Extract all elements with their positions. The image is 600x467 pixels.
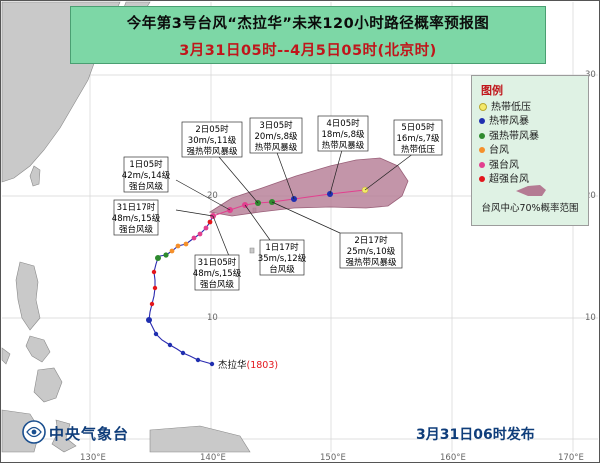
mindanao-land bbox=[33, 367, 63, 403]
lat-label-10-right: 10 bbox=[585, 313, 596, 323]
visayas-land bbox=[25, 335, 51, 363]
legend-item-typhoon: 台风 bbox=[472, 144, 588, 158]
legend-item-tropical-storm: 热带风暴 bbox=[472, 115, 588, 129]
svg-text:3日05时: 3日05时 bbox=[259, 120, 293, 131]
svg-text:1日17时: 1日17时 bbox=[265, 242, 299, 253]
title-box: 今年第3号台风“杰拉华”未来120小时路径概率预报图 3月31日05时--4月5… bbox=[70, 6, 546, 64]
green-dot-icon bbox=[479, 132, 485, 139]
pink-dot-icon bbox=[479, 161, 485, 168]
legend-probability-label: 台风中心70%概率范围 bbox=[481, 203, 579, 214]
legend-item-severe-tropical-storm: 强热带风暴 bbox=[472, 130, 588, 144]
label-leaders bbox=[175, 149, 419, 257]
palawan-land bbox=[1, 347, 11, 365]
svg-text:31日05时: 31日05时 bbox=[198, 257, 237, 268]
svg-text:20m/s,8级: 20m/s,8级 bbox=[255, 131, 298, 142]
storm-name-label: 杰拉华(1803) bbox=[218, 359, 278, 371]
agency-name: 中央气象台 bbox=[49, 425, 130, 443]
cma-logo-icon bbox=[22, 420, 46, 444]
svg-text:强台风级: 强台风级 bbox=[119, 224, 154, 235]
svg-text:强热带风暴级: 强热带风暴级 bbox=[186, 146, 238, 157]
svg-text:48m/s,15级: 48m/s,15级 bbox=[112, 213, 161, 224]
lat-label-20-right: 20 bbox=[585, 191, 596, 201]
red-dot-icon bbox=[479, 175, 485, 182]
lat-axis-labels: 10 20 20 30 10 bbox=[207, 70, 596, 323]
lon-label-160: 160°E bbox=[440, 453, 466, 463]
svg-text:16m/s,7级: 16m/s,7级 bbox=[397, 133, 440, 144]
svg-text:35m/s,12级: 35m/s,12级 bbox=[258, 253, 307, 264]
lat-label-10: 10 bbox=[207, 313, 218, 323]
svg-text:30m/s,11级: 30m/s,11级 bbox=[188, 135, 237, 146]
legend-item-tropical-depression: 热带低压 bbox=[472, 101, 588, 115]
forecast-label-5d05: 5日05时 16m/s,7级 热带低压 bbox=[393, 119, 443, 156]
lon-axis-labels: 130°E 140°E 150°E 160°E 170°E bbox=[80, 453, 584, 463]
release-time: 3月31日06时发布 bbox=[416, 427, 535, 443]
map-title: 今年第3号台风“杰拉华”未来120小时路径概率预报图 bbox=[126, 16, 490, 32]
forecast-label-31d05: 31日05时 48m/s,15级 强台风级 bbox=[193, 254, 242, 291]
lon-label-130: 130°E bbox=[80, 453, 106, 463]
past-track-points bbox=[146, 219, 215, 367]
svg-text:1日05时: 1日05时 bbox=[129, 159, 163, 170]
legend-title: 图例 bbox=[481, 84, 503, 97]
svg-text:强台风级: 强台风级 bbox=[200, 279, 235, 290]
lat-label-30-right: 30 bbox=[585, 70, 596, 80]
forecast-label-31d17: 31日17时 48m/s,15级 强台风级 bbox=[112, 199, 161, 236]
luzon-land bbox=[15, 261, 41, 331]
legend-item-super-typhoon: 超强台风 bbox=[472, 173, 588, 187]
forecast-label-3d05: 3日05时 20m/s,8级 热带风暴级 bbox=[249, 117, 303, 154]
svg-text:强热带风暴级: 强热带风暴级 bbox=[345, 257, 397, 268]
svg-text:热带风暴级: 热带风暴级 bbox=[322, 140, 365, 151]
sulawesi-land bbox=[51, 419, 77, 453]
svg-text:台风级: 台风级 bbox=[269, 264, 295, 275]
forecast-label-1d17: 1日17时 35m/s,12级 台风级 bbox=[258, 239, 307, 276]
svg-text:25m/s,10级: 25m/s,10级 bbox=[347, 246, 396, 257]
legend: 图例 热带低压 热带风暴 强热带风暴 台风 强台风 超强台风 台风中心70%概率… bbox=[471, 75, 589, 226]
forecast-label-1d05: 1日05时 42m/s,14级 强台风级 bbox=[122, 156, 171, 193]
svg-text:31日17时: 31日17时 bbox=[117, 202, 156, 213]
svg-text:48m/s,15级: 48m/s,15级 bbox=[193, 268, 242, 279]
map-time-range: 3月31日05时--4月5日05时(北京时) bbox=[179, 43, 437, 59]
svg-text:2日05时: 2日05时 bbox=[195, 124, 229, 135]
new-guinea-land bbox=[149, 425, 251, 453]
blue-dot-icon bbox=[479, 118, 485, 125]
svg-text:强台风级: 强台风级 bbox=[129, 181, 164, 192]
lon-label-140: 140°E bbox=[200, 453, 226, 463]
svg-text:18m/s,8级: 18m/s,8级 bbox=[322, 129, 365, 140]
lon-label-170: 170°E bbox=[558, 453, 584, 463]
lon-label-150: 150°E bbox=[320, 453, 346, 463]
orange-dot-icon bbox=[479, 147, 485, 154]
forecast-label-2d17: 2日17时 25m/s,10级 强热带风暴级 bbox=[339, 232, 403, 269]
svg-text:2日17时: 2日17时 bbox=[354, 235, 388, 246]
svg-text:5日05时: 5日05时 bbox=[401, 122, 435, 133]
legend-item-severe-typhoon: 强台风 bbox=[472, 159, 588, 173]
svg-text:42m/s,14级: 42m/s,14级 bbox=[122, 170, 171, 181]
svg-text:热带风暴级: 热带风暴级 bbox=[255, 142, 298, 153]
svg-text:热带低压: 热带低压 bbox=[401, 144, 436, 155]
taiwan-land bbox=[29, 165, 41, 187]
lat-label-20: 20 bbox=[207, 191, 218, 201]
guam-island bbox=[249, 247, 255, 254]
probability-swatch-icon bbox=[516, 185, 546, 196]
forecast-label-2d05: 2日05时 30m/s,11级 强热带风暴级 bbox=[181, 121, 243, 158]
forecast-label-4d05: 4日05时 18m/s,8级 热带风暴级 bbox=[317, 115, 369, 152]
svg-text:4日05时: 4日05时 bbox=[326, 118, 360, 129]
yellow-dot-icon bbox=[479, 103, 487, 111]
